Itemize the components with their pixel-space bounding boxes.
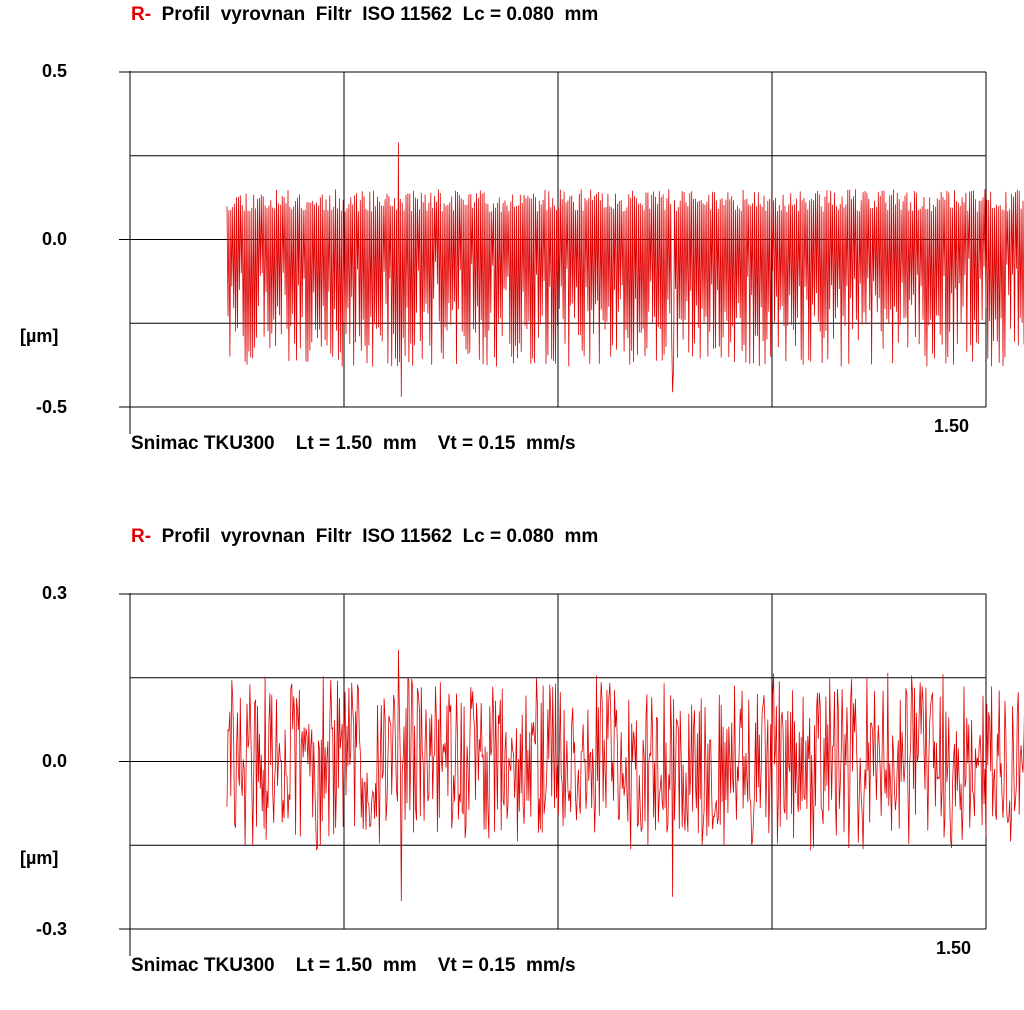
profile-trace-line <box>226 142 1024 397</box>
instrument-footer: Snimac TKU300 Lt = 1.50 mm Vt = 0.15 mm/… <box>131 955 576 976</box>
profile-chart-1: R- Profil vyrovnan Filtr ISO 11562 Lc = … <box>0 0 1024 480</box>
grid-lines <box>119 593 987 929</box>
chart-title: R- Profil vyrovnan Filtr ISO 11562 Lc = … <box>131 526 598 548</box>
y-axis-unit-label: [µm] <box>20 848 59 868</box>
profile-series <box>226 142 1024 397</box>
profile-trace-line <box>226 649 1024 902</box>
x-end-label: 1.50 <box>934 416 970 436</box>
x-end-label: 1.50 <box>936 938 972 958</box>
instrument-footer: Snimac TKU300 Lt = 1.50 mm Vt = 0.15 mm/… <box>131 433 576 454</box>
chart-plot-area <box>119 71 1024 434</box>
chart-plot-area <box>119 593 1024 956</box>
chart-title: R- Profil vyrovnan Filtr ISO 11562 Lc = … <box>131 4 598 26</box>
title-text: Profil vyrovnan Filtr ISO 11562 Lc = 0.0… <box>161 4 599 25</box>
profile-chart-2: R- Profil vyrovnan Filtr ISO 11562 Lc = … <box>0 522 1024 1010</box>
y-tick-label-top: 0.5 <box>41 61 67 81</box>
y-tick-label-zero: 0.0 <box>41 229 67 249</box>
title-prefix: R- <box>131 4 152 25</box>
profile-series <box>226 649 1024 902</box>
axes <box>119 593 986 956</box>
axes <box>119 71 986 434</box>
y-axis-unit-label: [µm] <box>20 326 59 346</box>
y-tick-label-bottom: -0.5 <box>35 397 67 417</box>
y-tick-label-zero: 0.0 <box>41 751 67 771</box>
title-prefix: R- <box>131 526 152 547</box>
y-tick-label-top: 0.3 <box>41 583 67 603</box>
title-text: Profil vyrovnan Filtr ISO 11562 Lc = 0.0… <box>161 526 599 547</box>
y-tick-label-bottom: -0.3 <box>35 919 67 939</box>
